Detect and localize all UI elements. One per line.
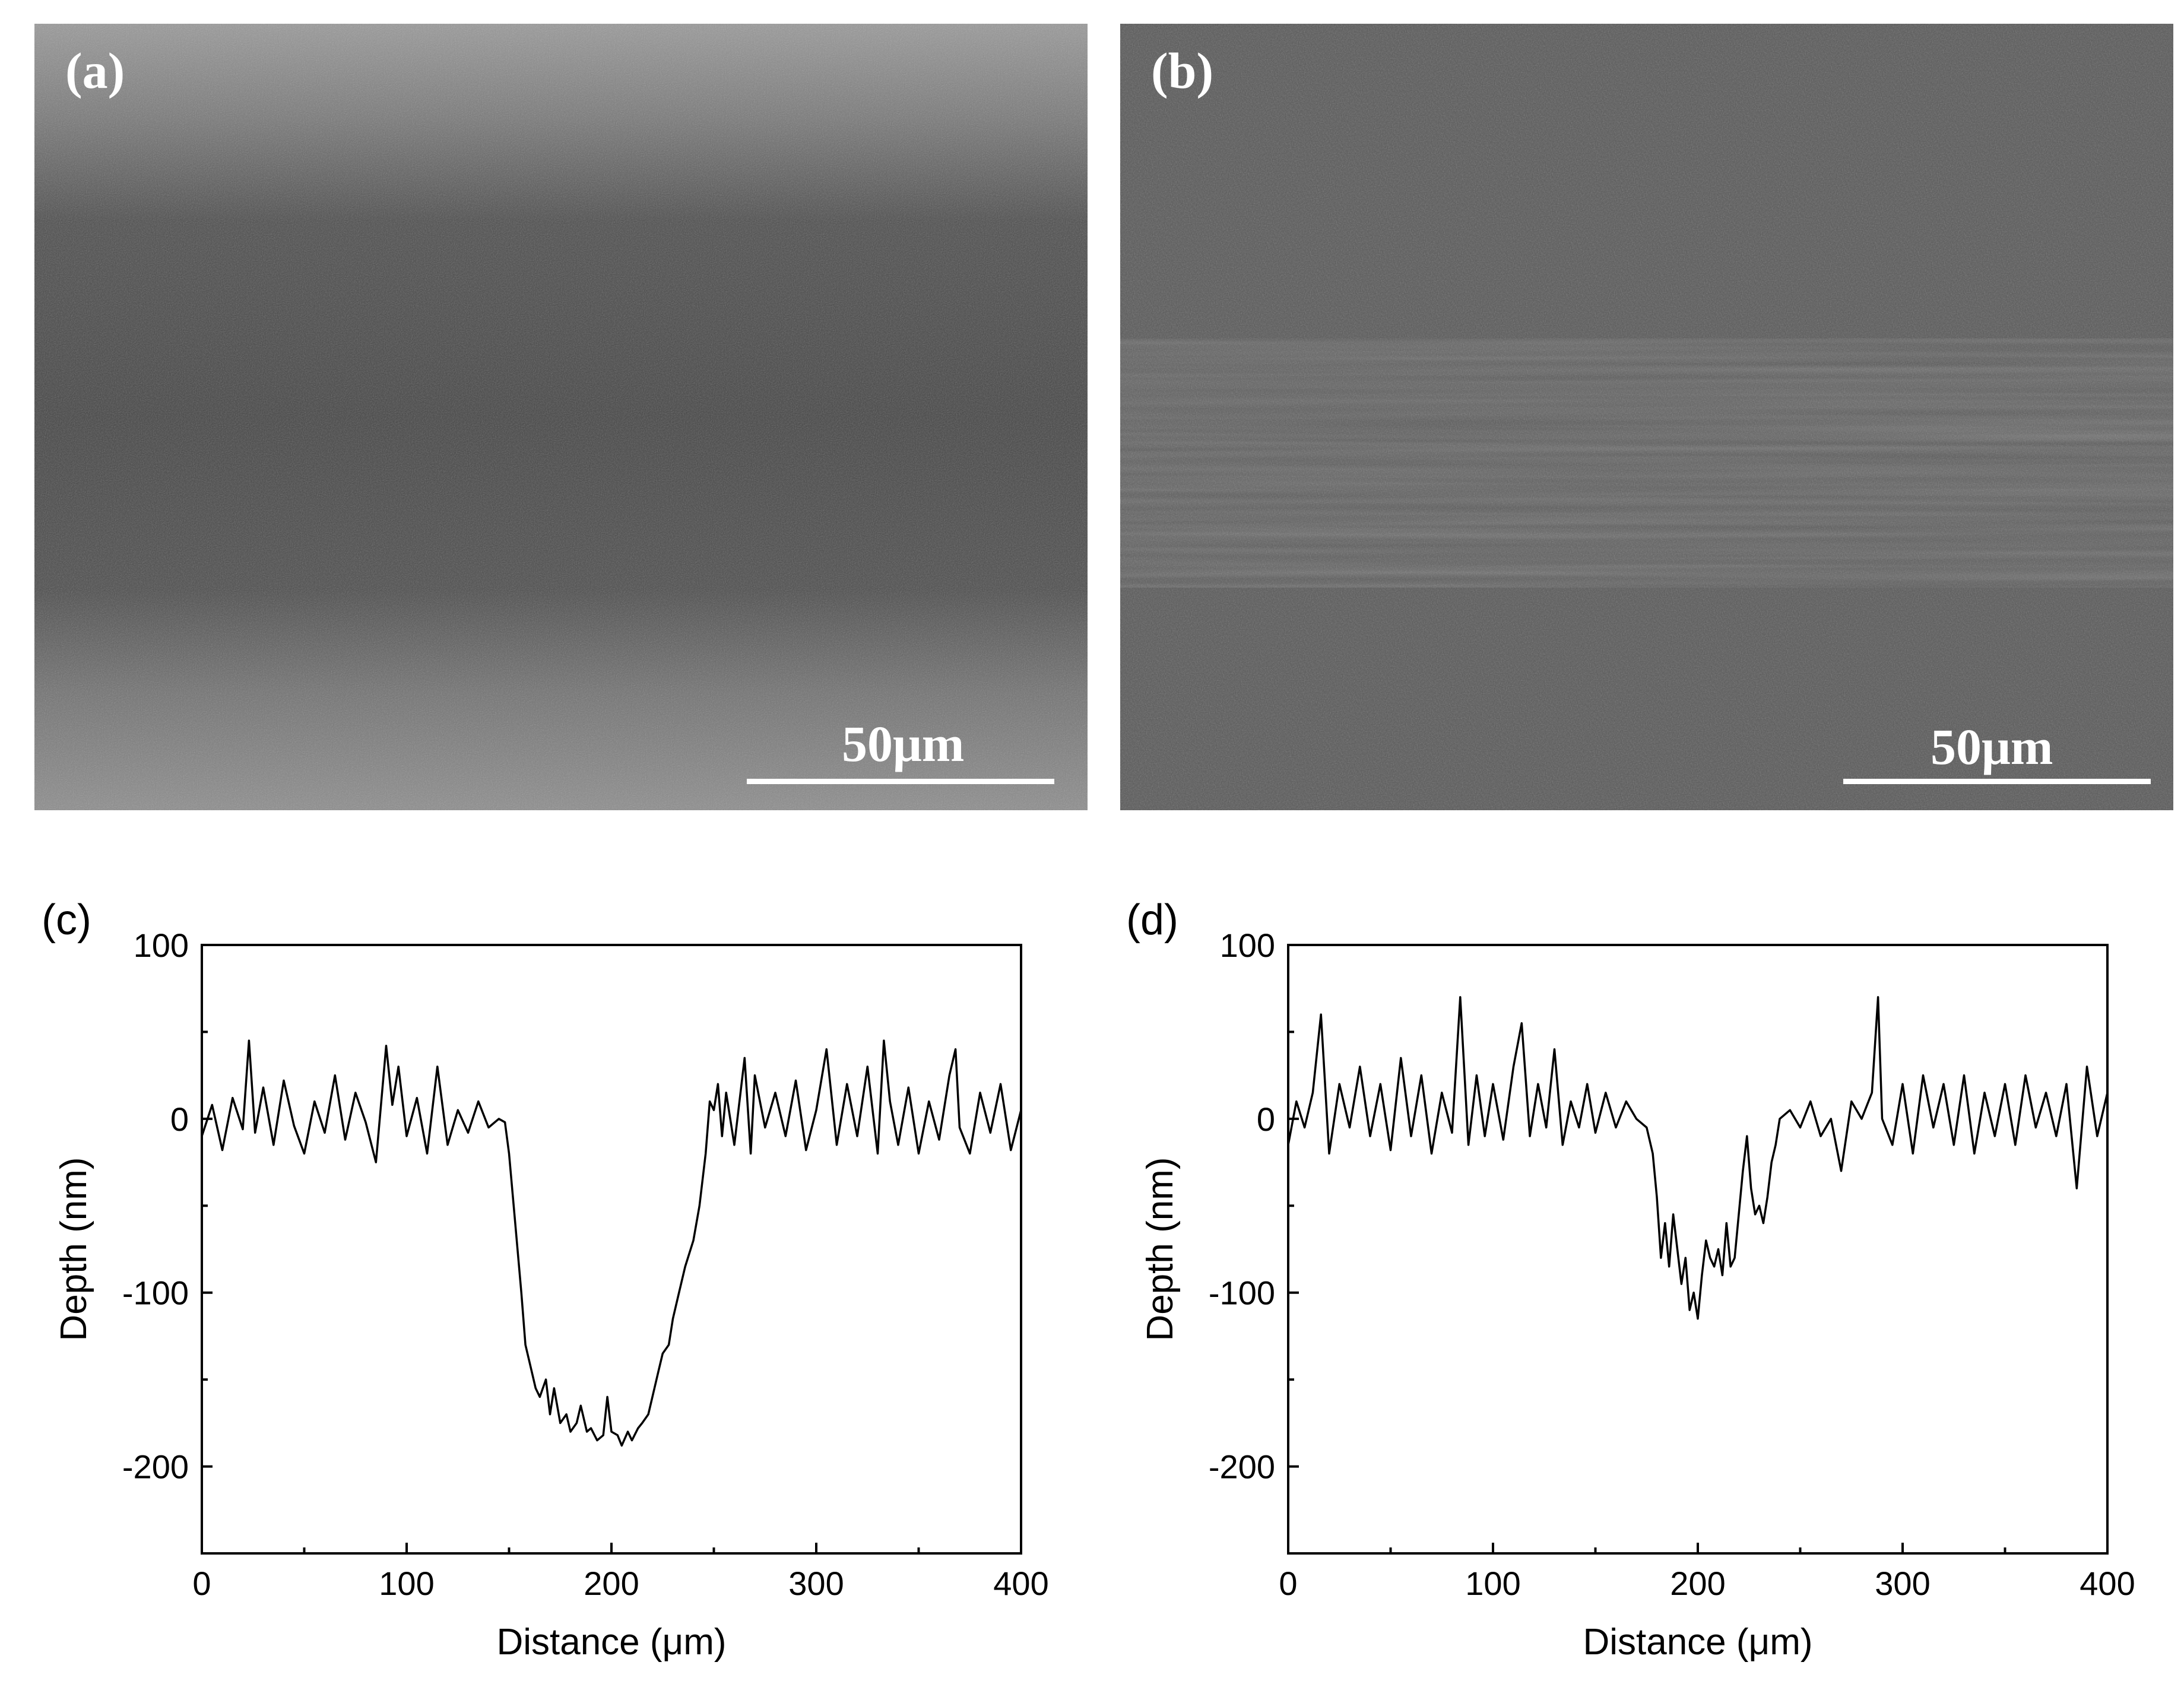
x-tick-label: 0 [192,1565,211,1602]
x-tick-label: 300 [1875,1565,1930,1602]
sem-image-b: (b) 50μm [1120,24,2173,810]
x-tick-label: 100 [379,1565,434,1602]
y-tick-label: -200 [122,1448,189,1486]
y-tick-label: -200 [1209,1448,1275,1486]
plot-frame [1287,944,2109,1555]
depth-profile-line [1287,996,2109,1320]
panel-label-c: (c) [42,896,91,944]
depth-profile-chart-d: 0 100 200 300 400 100 0 -100 -200 Distance (μm) De… [1140,927,2135,1663]
x-axis-label: Distance (μm) [496,1622,726,1663]
y-tick-label: 100 [134,927,189,964]
sem-image-a: (a) 50μm [34,24,1088,810]
y-tick-label: -100 [122,1274,189,1312]
x-tick-label: 200 [584,1565,639,1602]
scale-bar-b [1843,779,2151,784]
panel-label-d: (d) [1126,896,1178,944]
depth-profile-line [201,1039,1022,1447]
sem-texture-a [34,24,1088,810]
y-axis-label: Depth (nm) [53,1157,94,1341]
x-tick-label: 400 [993,1565,1048,1602]
x-tick-label: 0 [1279,1565,1297,1602]
y-tick-label: 0 [1257,1100,1275,1138]
panel-label-a: (a) [65,42,125,99]
scale-bar-a [747,779,1054,784]
y-tick-label: 100 [1220,927,1275,964]
x-axis-label: Distance (μm) [1583,1622,1812,1663]
x-tick-label: 400 [2080,1565,2135,1602]
y-tick-label: -100 [1209,1274,1275,1312]
y-tick-label: 0 [170,1100,189,1138]
scale-label-b: 50μm [1931,718,2053,775]
y-axis-label: Depth (nm) [1140,1157,1181,1341]
sem-texture-b [1120,24,2173,810]
x-tick-label: 300 [788,1565,844,1602]
scale-label-a: 50μm [842,715,965,772]
x-tick-label: 200 [1670,1565,1725,1602]
x-tick-label: 100 [1465,1565,1520,1602]
panel-label-b: (b) [1151,42,1214,99]
depth-profile-chart-c: 0 100 200 300 400 100 0 -100 -200 Distance (μm) De… [53,927,1049,1663]
plot-frame [201,944,1022,1555]
